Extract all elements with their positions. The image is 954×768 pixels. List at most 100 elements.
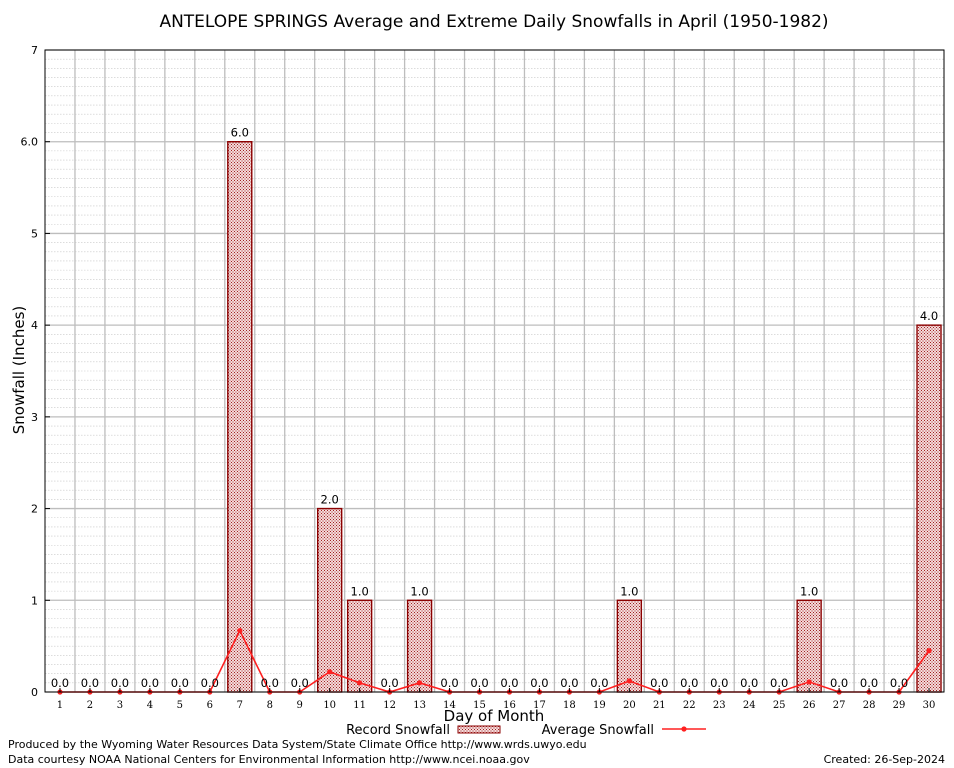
x-tick-label: 3 <box>117 700 123 711</box>
record-value-label: 0.0 <box>890 676 908 690</box>
x-tick-label: 27 <box>833 700 846 711</box>
y-tick-label: 5 <box>31 227 38 240</box>
y-tick-label: 7 <box>31 44 38 57</box>
record-value-label: 0.0 <box>261 676 279 690</box>
record-value-label: 1.0 <box>410 584 428 598</box>
record-bar <box>316 507 343 693</box>
record-value-label: 0.0 <box>201 676 219 690</box>
legend-record-label: Record Snowfall <box>346 723 450 738</box>
y-tick-label: 1 <box>31 594 38 607</box>
footer-courtesy: Data courtesy NOAA National Centers for … <box>8 753 530 766</box>
x-tick-label: 5 <box>177 700 183 711</box>
x-tick-label: 16 <box>503 700 516 711</box>
y-tick-label: 2 <box>31 503 38 516</box>
record-value-label: 0.0 <box>111 676 129 690</box>
x-axis-label: Day of Month <box>444 707 545 725</box>
legend-average-label: Average Snowfall <box>542 723 654 738</box>
record-bar <box>796 599 822 693</box>
y-axis-ticks: 0 1 2 3 4 5 6.0 7 <box>21 44 50 699</box>
record-value-label: 0.0 <box>590 676 608 690</box>
record-value-label: 0.0 <box>470 676 488 690</box>
x-tick-label: 10 <box>323 700 336 711</box>
record-value-label: 0.0 <box>440 676 458 690</box>
chart-title: ANTELOPE SPRINGS Average and Extreme Dai… <box>159 12 828 32</box>
record-value-label: 1.0 <box>351 584 369 598</box>
record-bar <box>406 599 433 693</box>
record-bar <box>916 324 942 693</box>
x-tick-label: 13 <box>413 700 426 711</box>
x-tick-label: 4 <box>147 700 153 711</box>
record-value-label: 0.0 <box>141 676 159 690</box>
x-tick-label: 23 <box>713 700 726 711</box>
record-bar <box>227 141 253 693</box>
average-point <box>357 680 363 686</box>
average-point <box>237 627 243 634</box>
record-value-label: 0.0 <box>380 676 398 690</box>
record-value-label: 0.0 <box>530 676 548 690</box>
x-tick-label: 2 <box>87 700 93 711</box>
x-tick-label: 24 <box>743 700 756 711</box>
average-point <box>926 648 932 654</box>
x-axis-ticks: 1 2 3 4 5 6 7 8 9 10 11 12 13 14 15 16 17 18 19 20 21 22 23 24 2… <box>57 688 936 711</box>
legend-average-marker <box>681 726 687 732</box>
record-value-label: 0.0 <box>770 676 788 690</box>
record-value-label: 1.0 <box>620 584 638 598</box>
record-value-label: 0.0 <box>291 676 309 690</box>
grid <box>45 49 944 693</box>
footer-produced-by: Produced by the Wyoming Water Resources … <box>8 738 587 751</box>
y-tick-label: 0 <box>31 686 38 699</box>
x-tick-label: 12 <box>383 700 396 711</box>
x-tick-label: 7 <box>237 700 243 711</box>
record-value-label: 0.0 <box>740 676 758 690</box>
record-value-label: 0.0 <box>560 676 578 690</box>
record-value-label: 0.0 <box>650 676 668 690</box>
record-value-label: 0.0 <box>81 676 99 690</box>
x-tick-label: 21 <box>653 700 666 711</box>
average-point <box>327 669 333 675</box>
x-tick-label: 6 <box>207 700 213 711</box>
x-tick-label: 14 <box>443 700 456 711</box>
record-value-label: 0.0 <box>171 676 189 690</box>
record-value-label: 0.0 <box>500 676 518 690</box>
record-value-label: 0.0 <box>680 676 698 690</box>
record-value-label: 4.0 <box>920 309 938 323</box>
record-value-label: 1.0 <box>800 584 818 598</box>
x-tick-label: 9 <box>297 700 303 711</box>
y-tick-label: 6.0 <box>21 136 39 149</box>
average-point <box>806 679 812 685</box>
legend: Record Snowfall Average Snowfall <box>346 723 706 738</box>
footer-created: Created: 26-Sep-2024 <box>823 753 945 766</box>
x-tick-label: 25 <box>773 700 786 711</box>
plot-border <box>44 49 945 693</box>
record-value-label: 6.0 <box>231 126 249 140</box>
x-tick-label: 28 <box>863 700 876 711</box>
x-tick-label: 30 <box>923 700 936 711</box>
y-tick-label: 4 <box>31 319 38 332</box>
x-tick-label: 8 <box>267 700 273 711</box>
record-value-label: 0.0 <box>51 676 69 690</box>
record-value-label: 0.0 <box>710 676 728 690</box>
x-tick-label: 20 <box>623 700 636 711</box>
x-tick-label: 19 <box>593 700 606 711</box>
y-axis-label: Snowfall (Inches) <box>10 306 28 434</box>
average-point <box>626 678 632 684</box>
average-point <box>416 680 423 686</box>
record-value-label: 0.0 <box>860 676 878 690</box>
x-tick-label: 15 <box>473 700 486 711</box>
x-tick-label: 1 <box>57 700 63 711</box>
x-tick-label: 29 <box>893 700 906 711</box>
x-tick-label: 18 <box>563 700 576 711</box>
record-value-label: 0.0 <box>830 676 848 690</box>
x-tick-label: 26 <box>803 700 816 711</box>
record-bar <box>616 599 643 693</box>
x-tick-label: 22 <box>683 700 696 711</box>
data-labels: 0.0 0.0 0.0 0.0 0.0 0.0 6.0 0.0 0.0 2.0 1.0 0.0 1.0 0… <box>51 126 938 690</box>
record-value-label: 2.0 <box>321 493 339 507</box>
y-tick-label: 3 <box>31 411 38 424</box>
x-tick-label: 11 <box>353 700 366 711</box>
record-bar <box>346 599 373 693</box>
x-tick-label: 17 <box>533 700 546 711</box>
legend-record-swatch <box>457 725 501 734</box>
bars <box>227 141 942 693</box>
